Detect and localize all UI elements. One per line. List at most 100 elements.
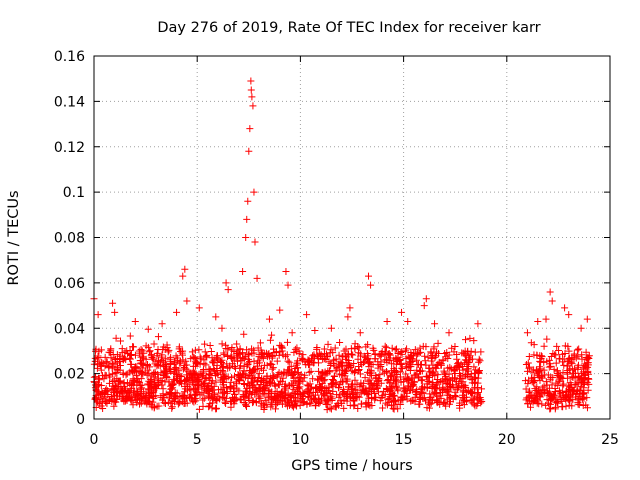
chart-title: Day 276 of 2019, Rate Of TEC Index for r… <box>157 20 540 36</box>
data-point <box>282 400 290 408</box>
data-point <box>583 315 591 323</box>
data-point <box>393 345 401 353</box>
data-point <box>524 380 532 388</box>
data-point <box>436 392 444 400</box>
data-point <box>221 398 229 406</box>
data-point <box>365 272 373 280</box>
data-point <box>432 380 440 388</box>
data-point <box>564 390 572 398</box>
data-point <box>108 362 116 370</box>
y-tick-label: 0.14 <box>54 94 85 110</box>
data-point <box>161 400 169 408</box>
data-point <box>103 358 111 366</box>
data-point <box>111 355 119 363</box>
data-point <box>102 397 110 405</box>
data-point <box>538 373 546 381</box>
data-point <box>121 397 129 405</box>
data-point <box>270 349 278 357</box>
data-point <box>344 313 352 321</box>
data-point <box>422 295 430 303</box>
data-point <box>361 374 369 382</box>
data-point <box>305 368 313 376</box>
data-point <box>292 398 300 406</box>
data-point <box>584 386 592 394</box>
data-point <box>218 356 226 364</box>
data-point <box>223 389 231 397</box>
data-point <box>110 402 118 410</box>
data-point <box>131 377 139 385</box>
data-point <box>154 333 162 341</box>
data-point <box>338 359 346 367</box>
data-point <box>273 357 281 365</box>
data-point <box>535 368 543 376</box>
data-point <box>329 376 337 384</box>
data-point <box>524 359 532 367</box>
data-point <box>201 379 209 387</box>
data-point <box>366 402 374 410</box>
data-point <box>383 317 391 325</box>
data-point <box>282 371 290 379</box>
data-point <box>290 348 298 356</box>
data-point <box>299 389 307 397</box>
data-point <box>573 346 581 354</box>
data-point <box>171 368 179 376</box>
data-point <box>392 355 400 363</box>
data-point <box>266 360 274 368</box>
data-point <box>418 376 426 384</box>
data-point <box>434 379 442 387</box>
data-point <box>127 360 135 368</box>
data-point <box>205 390 213 398</box>
data-point <box>240 330 248 338</box>
data-point <box>351 344 359 352</box>
data-point <box>126 380 134 388</box>
data-point <box>181 399 189 407</box>
data-point <box>327 346 335 354</box>
data-point <box>228 374 236 382</box>
data-point <box>574 365 582 373</box>
data-point <box>255 392 263 400</box>
data-point <box>561 304 569 312</box>
data-point <box>327 405 335 413</box>
data-point <box>217 385 225 393</box>
data-point <box>406 387 414 395</box>
data-point <box>175 379 183 387</box>
data-point <box>220 384 228 392</box>
data-point <box>91 357 99 365</box>
data-point <box>199 380 207 388</box>
data-point <box>478 398 486 406</box>
data-point <box>285 368 293 376</box>
data-point <box>546 288 554 296</box>
data-point <box>251 238 259 246</box>
data-point <box>558 350 566 358</box>
data-point <box>199 402 207 410</box>
data-point <box>459 391 467 399</box>
data-point <box>161 378 169 386</box>
data-point <box>227 403 235 411</box>
data-point <box>446 363 454 371</box>
data-point <box>233 352 241 360</box>
data-point <box>332 403 340 411</box>
data-point <box>268 331 276 339</box>
data-point <box>373 384 381 392</box>
data-point <box>374 388 382 396</box>
data-point <box>175 343 183 351</box>
data-point <box>112 356 120 364</box>
data-point <box>138 360 146 368</box>
data-point <box>342 345 350 353</box>
data-point <box>220 351 228 359</box>
data-point <box>404 353 412 361</box>
data-point <box>261 397 269 405</box>
data-point <box>147 377 155 385</box>
data-point <box>98 358 106 366</box>
data-point <box>553 342 561 350</box>
data-point <box>340 404 348 412</box>
data-point <box>475 367 483 375</box>
data-point <box>267 403 275 411</box>
data-point <box>224 286 232 294</box>
data-point <box>138 369 146 377</box>
data-point <box>275 381 283 389</box>
data-point <box>344 359 352 367</box>
data-point <box>252 386 260 394</box>
data-point <box>367 366 375 374</box>
data-point <box>242 389 250 397</box>
